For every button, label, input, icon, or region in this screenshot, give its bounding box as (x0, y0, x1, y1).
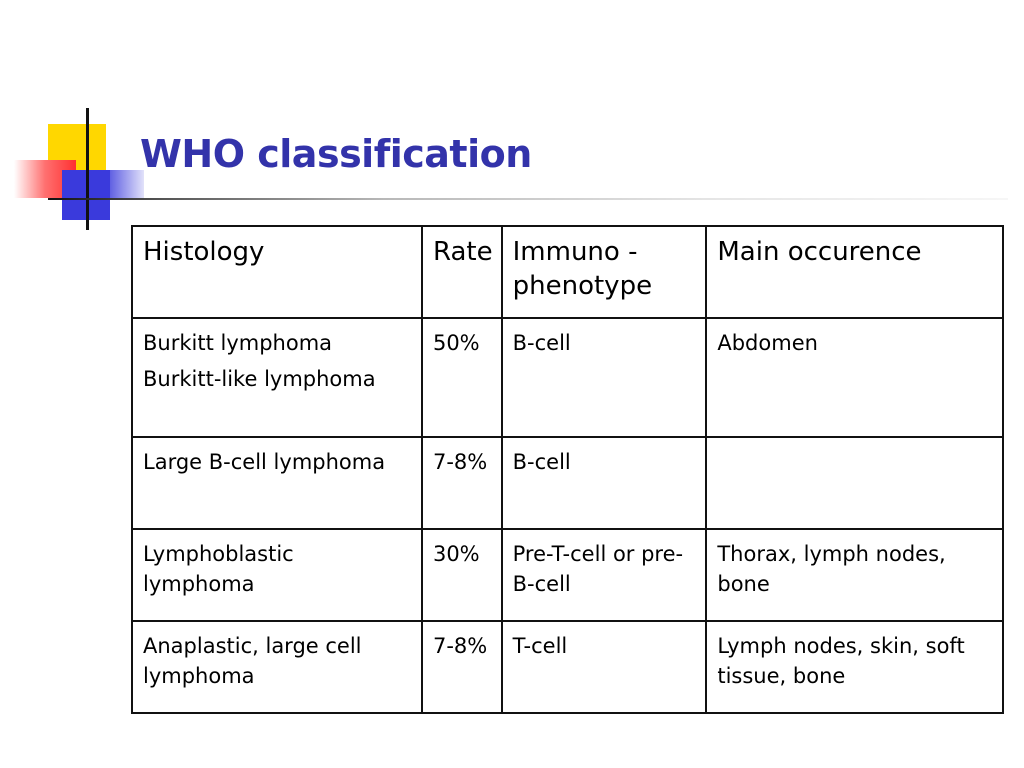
histology-line: Large B-cell lymphoma (143, 450, 386, 474)
header-histology: Histology (131, 225, 423, 319)
decor-blue-fade (100, 170, 144, 200)
cell-occurrence: Abdomen (705, 317, 1004, 438)
cell-rate: 7-8% (420, 436, 503, 530)
histology-line: Burkitt lymphoma (143, 331, 333, 355)
cell-histology: Burkitt lymphoma Burkitt-like lymphoma (131, 317, 423, 438)
histology-line: Anaplastic, large cell lymphoma (143, 634, 362, 688)
cell-occurrence: Lymph nodes, skin, soft tissue, bone (705, 620, 1004, 714)
cell-rate: 50% (420, 317, 503, 438)
classification-table: Histology Rate Immuno - phenotype Main o… (131, 225, 1004, 714)
header-main-occurrence: Main occurence (705, 225, 1004, 319)
histology-line: Burkitt-like lymphoma (143, 367, 376, 391)
decor-vertical-line (86, 108, 89, 230)
table-row: Lymphoblastic lymphoma 30% Pre-T-cell or… (131, 528, 1004, 622)
histology-line: Lymphoblastic lymphoma (143, 542, 294, 596)
cell-immunophenotype: B-cell (500, 436, 708, 530)
cell-histology: Large B-cell lymphoma (131, 436, 423, 530)
decor-horizontal-rule (48, 198, 1008, 200)
cell-rate: 7-8% (420, 620, 503, 714)
cell-occurrence (705, 436, 1004, 530)
cell-histology: Anaplastic, large cell lymphoma (131, 620, 423, 714)
slide-title: WHO classification (140, 132, 532, 176)
table-row: Burkitt lymphoma Burkitt-like lymphoma 5… (131, 317, 1004, 438)
cell-rate: 30% (420, 528, 503, 622)
cell-occurrence: Thorax, lymph nodes, bone (705, 528, 1004, 622)
cell-immunophenotype: B-cell (500, 317, 708, 438)
table-row: Large B-cell lymphoma 7-8% B-cell (131, 436, 1004, 530)
table-header-row: Histology Rate Immuno - phenotype Main o… (131, 225, 1004, 319)
cell-immunophenotype: Pre-T-cell or pre-B-cell (500, 528, 708, 622)
table-row: Anaplastic, large cell lymphoma 7-8% T-c… (131, 620, 1004, 714)
header-immunophenotype: Immuno - phenotype (500, 225, 708, 319)
header-rate: Rate (420, 225, 503, 319)
cell-histology: Lymphoblastic lymphoma (131, 528, 423, 622)
cell-immunophenotype: T-cell (500, 620, 708, 714)
